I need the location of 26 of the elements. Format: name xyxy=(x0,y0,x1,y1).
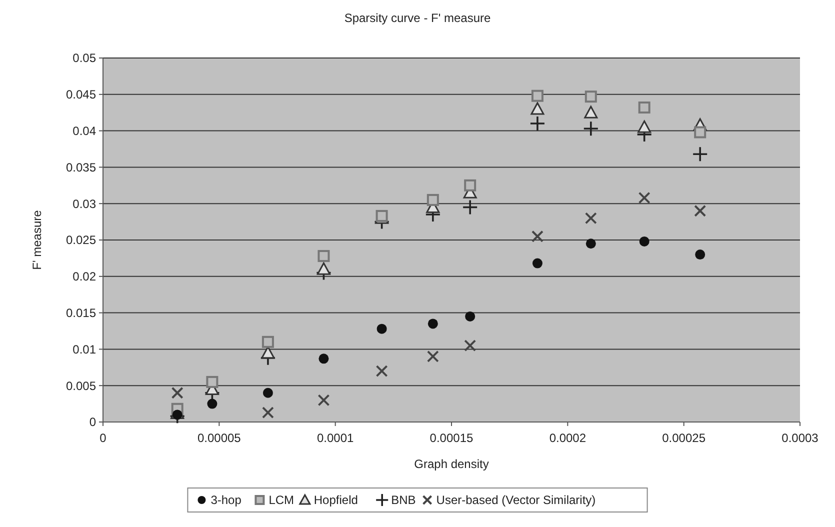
y-axis-title: F' measure xyxy=(30,210,44,270)
y-tick-label: 0.01 xyxy=(72,342,96,356)
legend-label: BNB xyxy=(391,493,416,508)
y-tick-label: 0.02 xyxy=(72,270,96,284)
x-tick-label: 0.0001 xyxy=(316,431,354,445)
legend-label: User-based (Vector Similarity) xyxy=(436,493,596,508)
y-tick-label: 0.025 xyxy=(66,233,96,248)
x-tick-label: 0.00005 xyxy=(197,431,242,445)
y-tick-label: 0.035 xyxy=(66,160,96,174)
y-tick-label: 0.015 xyxy=(66,306,96,320)
x-axis-title: Graph density xyxy=(414,457,489,471)
x-tick-label: 0.0003 xyxy=(782,431,819,445)
x-tick-label: 0 xyxy=(100,431,107,445)
y-tick-label: 0.05 xyxy=(72,51,96,66)
legend-label: Hopfield xyxy=(314,493,358,508)
chart-title: Sparsity curve - F' measure xyxy=(344,11,491,25)
y-tick-label: 0.04 xyxy=(72,124,96,138)
y-tick-label: 0 xyxy=(89,415,96,430)
y-tick-label: 0.045 xyxy=(66,88,96,102)
legend-label: LCM xyxy=(268,493,294,508)
legend-label: 3-hop xyxy=(210,493,242,508)
x-tick-label: 0.00015 xyxy=(430,431,474,445)
y-tick-label: 0.03 xyxy=(72,196,96,211)
x-tick-label: 0.00025 xyxy=(662,431,706,445)
x-tick-label: 0.0002 xyxy=(549,431,586,445)
y-tick-label: 0.005 xyxy=(66,378,96,393)
